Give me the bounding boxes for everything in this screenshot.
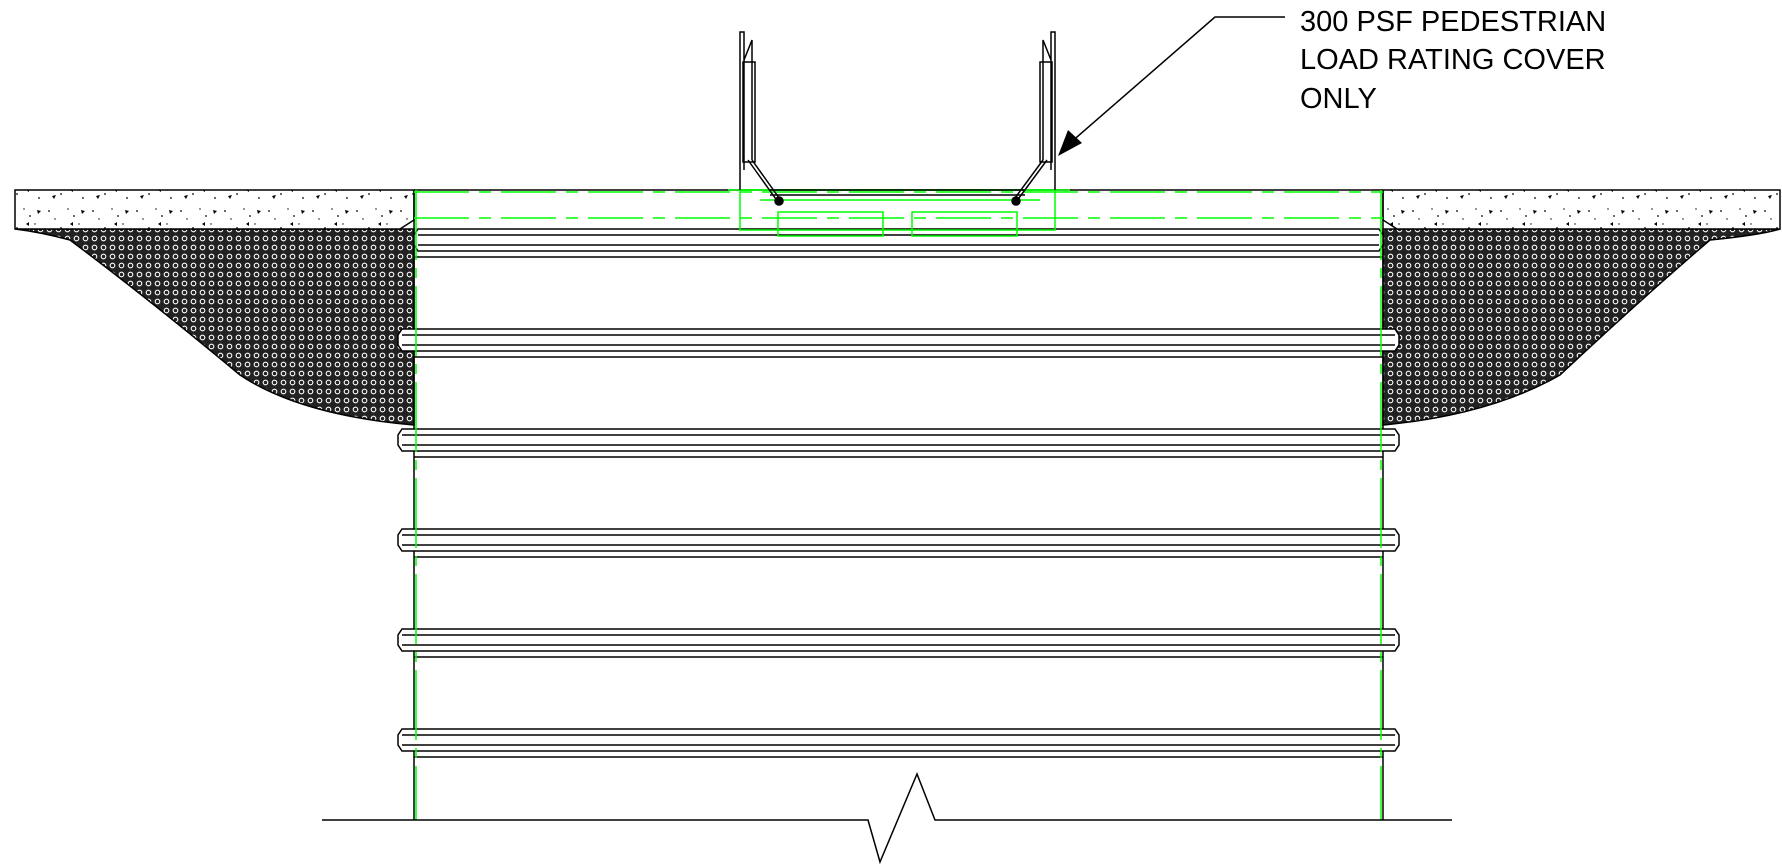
callout-line-2: LOAD RATING COVER — [1300, 44, 1606, 76]
cad-hidden-lines — [414, 190, 1383, 820]
callout-line-3: ONLY — [1300, 83, 1377, 115]
callout-line-1: 300 PSF PEDESTRIAN — [1300, 6, 1607, 38]
right-gravel-backfill — [1382, 228, 1781, 426]
corrugation-rib — [397, 628, 1400, 652]
corrugation-rib — [397, 428, 1400, 452]
corrugation-rib — [397, 528, 1400, 552]
hatch-channel-right — [911, 211, 1018, 237]
left-hinge-icon — [774, 196, 784, 206]
break-line — [322, 772, 1452, 865]
left-concrete-slab — [14, 189, 415, 230]
access-hatch — [728, 31, 1070, 237]
corrugation-rib — [397, 328, 1400, 352]
corrugation-rib — [413, 228, 1384, 252]
hatch-frame-green — [739, 189, 1056, 231]
right-concrete-slab — [1382, 189, 1781, 230]
hatch-channel-left — [777, 211, 884, 237]
left-gravel-backfill — [14, 228, 415, 426]
right-hinge-icon — [1011, 196, 1021, 206]
callout-arrowhead-icon — [1058, 130, 1082, 156]
corrugation-ribs — [397, 228, 1400, 758]
callout-leader-line — [1061, 16, 1285, 151]
corrugation-rib — [397, 728, 1400, 752]
